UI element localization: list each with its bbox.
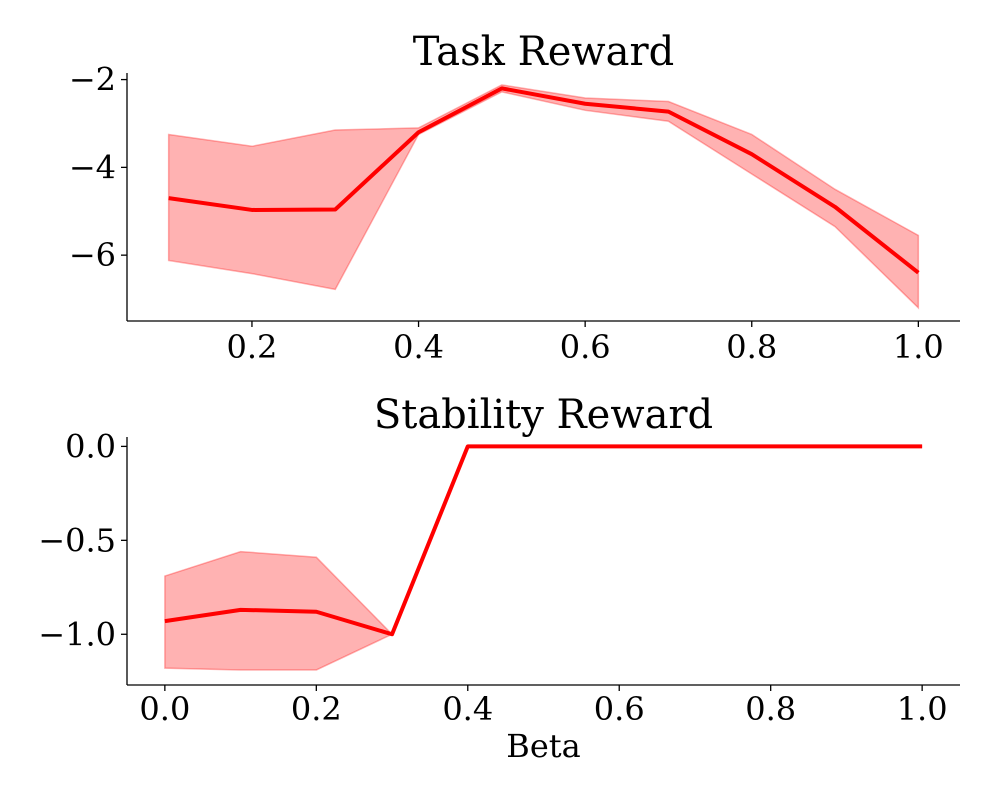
y-tick-label: −2 [69, 61, 116, 99]
x-tick-label: 0.6 [560, 328, 611, 366]
x-tick-label: 1.0 [897, 690, 948, 728]
y-tick-label: −6 [69, 236, 116, 274]
y-tick-label: −4 [69, 148, 116, 186]
x-tick-label: 0.6 [594, 690, 645, 728]
task-reward-panel: Task Reward 0.2 0.4 0.6 0.8 1.0 −2 −4 −6 [69, 29, 960, 366]
x-axis-label: Beta [506, 727, 580, 765]
x-tick-label: 0.4 [442, 690, 493, 728]
x-tick-label: 0.2 [227, 328, 278, 366]
confidence-band [167, 84, 920, 310]
x-tick-label: 0.2 [291, 690, 342, 728]
mean-line [168, 86, 920, 275]
x-tick-label: 0.8 [726, 328, 777, 366]
confidence-band [164, 445, 923, 671]
x-tick-label: 0.0 [139, 690, 190, 728]
x-tick-label: 0.8 [745, 690, 796, 728]
y-tick-label: 0.0 [65, 427, 116, 465]
x-tick-label: 1.0 [893, 328, 944, 366]
x-tick-label: 0.4 [393, 328, 444, 366]
chart-title: Task Reward [413, 29, 675, 75]
chart-title: Stability Reward [374, 392, 713, 438]
mean-line [164, 444, 923, 637]
stability-reward-panel: Stability Reward 0.0 0.2 0.4 0.6 0.8 1.0 0.0 −0.… [38, 392, 960, 765]
y-tick-label: −0.5 [38, 521, 116, 559]
y-tick-label: −1.0 [38, 615, 116, 653]
